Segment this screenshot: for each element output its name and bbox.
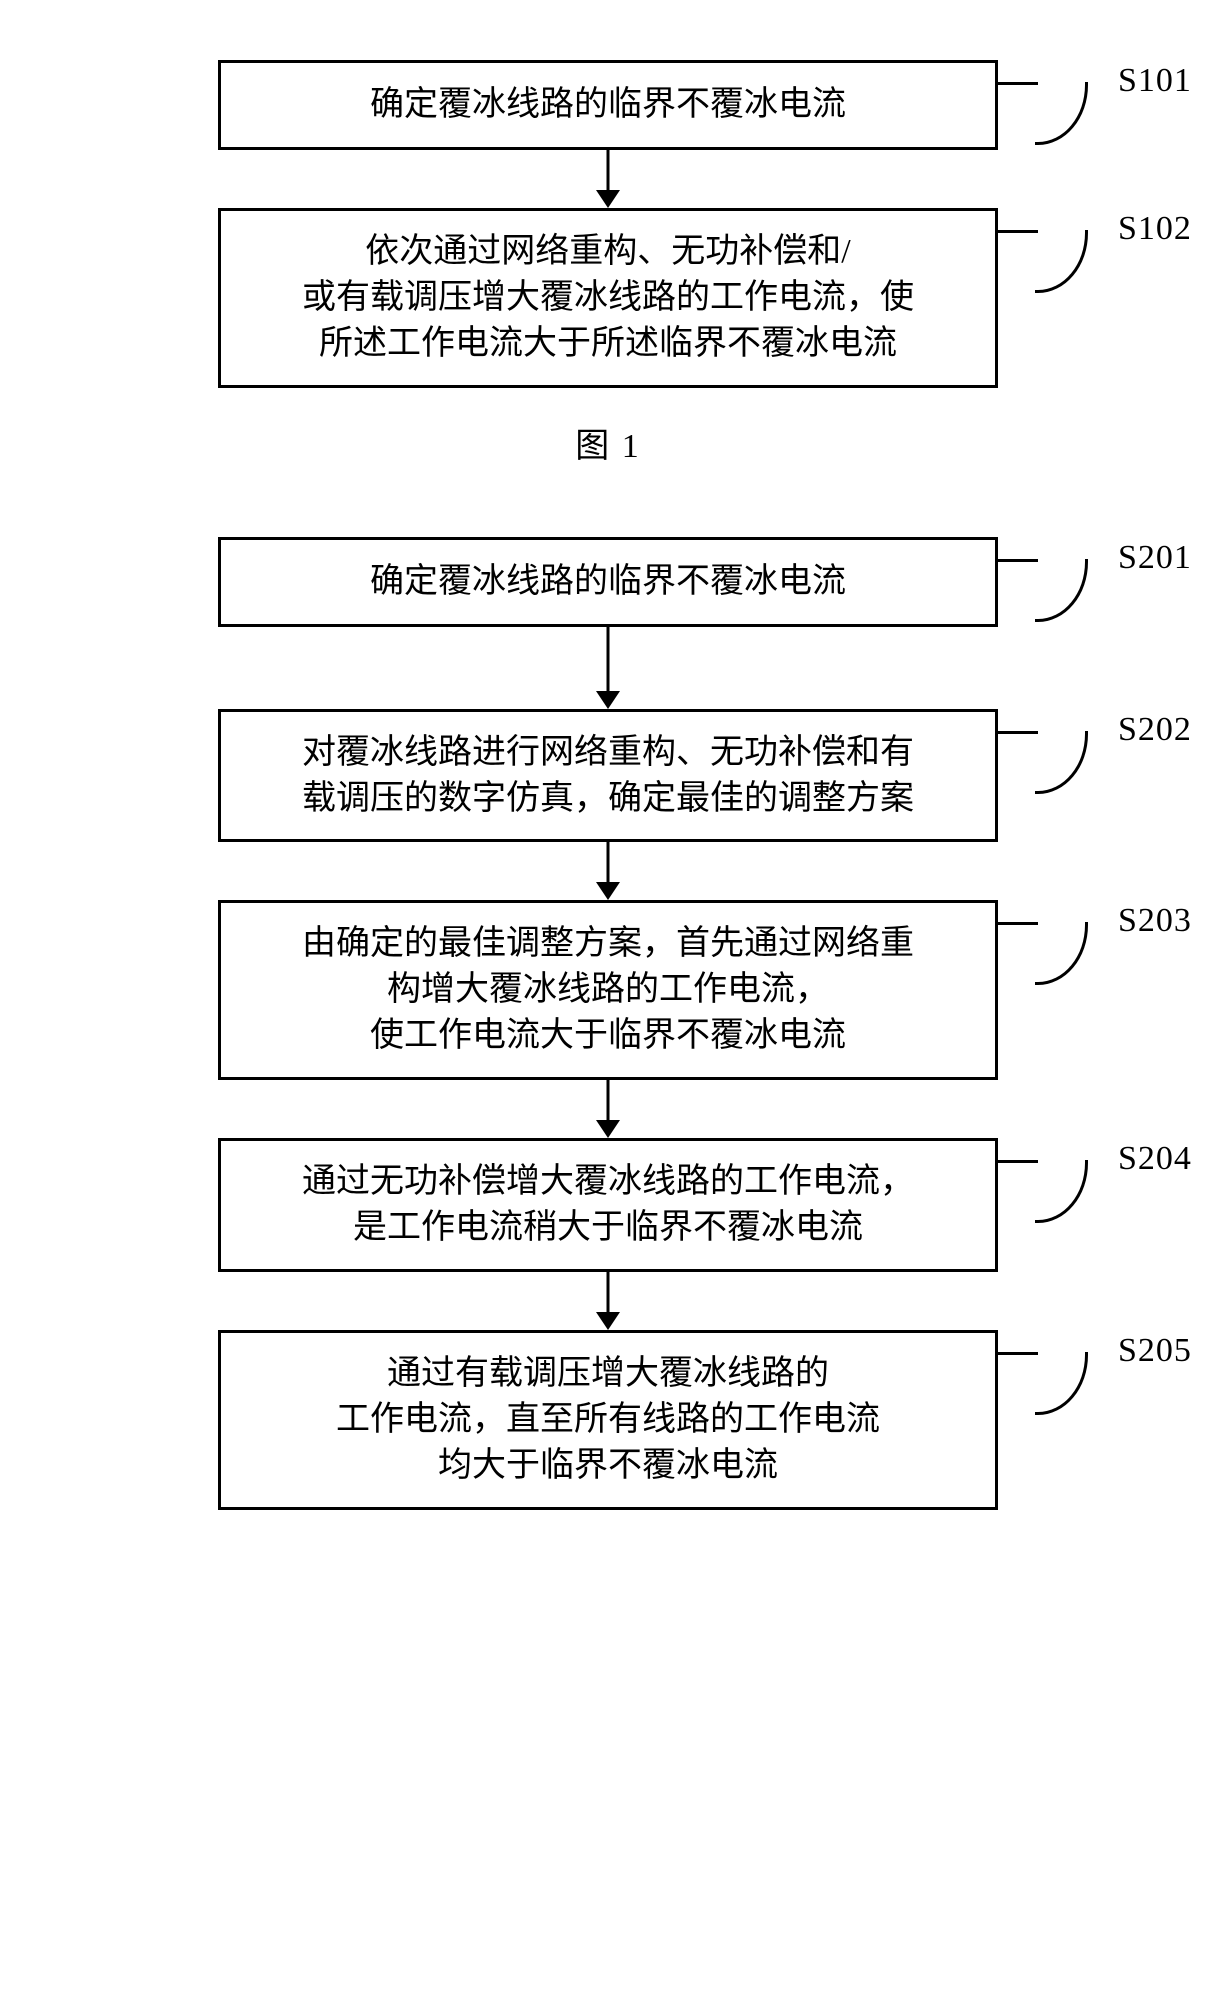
connector-curve-s204 xyxy=(1035,1160,1088,1223)
step-s202-wrapper: 对覆冰线路进行网络重构、无功补偿和有 载调压的数字仿真，确定最佳的调整方案 S2… xyxy=(218,709,998,843)
step-s102-line-2: 所述工作电流大于所述临界不覆冰电流 xyxy=(319,321,897,367)
connector-s102 xyxy=(998,230,1038,233)
connector-curve-s102 xyxy=(1035,230,1088,293)
connector-s204 xyxy=(998,1160,1038,1163)
arrow-s101-to-s102 xyxy=(593,150,623,208)
step-s203-line-0: 由确定的最佳调整方案，首先通过网络重 xyxy=(302,921,914,967)
arrow-s202-to-s203 xyxy=(593,842,623,900)
step-s201-box: 确定覆冰线路的临界不覆冰电流 xyxy=(218,537,998,627)
figure-1-caption: 图 1 xyxy=(0,418,1216,467)
label-s205: S205 xyxy=(1118,1332,1192,1370)
label-s201: S201 xyxy=(1118,539,1192,577)
connector-curve-s101 xyxy=(1035,82,1088,145)
step-s202-line-0: 对覆冰线路进行网络重构、无功补偿和有 xyxy=(302,730,914,776)
step-s202-box: 对覆冰线路进行网络重构、无功补偿和有 载调压的数字仿真，确定最佳的调整方案 xyxy=(218,709,998,843)
step-s203-wrapper: 由确定的最佳调整方案，首先通过网络重 构增大覆冰线路的工作电流， 使工作电流大于… xyxy=(218,900,998,1080)
figure-2-flowchart: 确定覆冰线路的临界不覆冰电流 S201 对覆冰线路进行网络重构、无功补偿和有 载… xyxy=(0,537,1216,1510)
step-s101-box: 确定覆冰线路的临界不覆冰电流 xyxy=(218,60,998,150)
arrow-s203-to-s204 xyxy=(593,1080,623,1138)
label-s202: S202 xyxy=(1118,711,1192,749)
connector-curve-s201 xyxy=(1035,559,1088,622)
step-s201-wrapper: 确定覆冰线路的临界不覆冰电流 S201 xyxy=(218,537,998,627)
step-s102-box: 依次通过网络重构、无功补偿和/ 或有载调压增大覆冰线路的工作电流，使 所述工作电… xyxy=(218,208,998,388)
step-s204-line-1: 是工作电流稍大于临界不覆冰电流 xyxy=(353,1205,863,1251)
connector-s203 xyxy=(998,922,1038,925)
step-s102-wrapper: 依次通过网络重构、无功补偿和/ 或有载调压增大覆冰线路的工作电流，使 所述工作电… xyxy=(218,208,998,388)
step-s101-wrapper: 确定覆冰线路的临界不覆冰电流 S101 xyxy=(218,60,998,150)
connector-curve-s205 xyxy=(1035,1352,1088,1415)
label-s102: S102 xyxy=(1118,210,1192,248)
step-s204-box: 通过无功补偿增大覆冰线路的工作电流， 是工作电流稍大于临界不覆冰电流 xyxy=(218,1138,998,1272)
label-s204: S204 xyxy=(1118,1140,1192,1178)
figure-1-flowchart: 确定覆冰线路的临界不覆冰电流 S101 依次通过网络重构、无功补偿和/ 或有载调… xyxy=(0,60,1216,388)
step-s205-line-0: 通过有载调压增大覆冰线路的 xyxy=(387,1351,829,1397)
step-s101-line-0: 确定覆冰线路的临界不覆冰电流 xyxy=(370,82,846,128)
connector-s202 xyxy=(998,731,1038,734)
step-s205-line-2: 均大于临界不覆冰电流 xyxy=(438,1443,778,1489)
arrow-s204-to-s205 xyxy=(593,1272,623,1330)
step-s205-line-1: 工作电流，直至所有线路的工作电流 xyxy=(336,1397,880,1443)
step-s102-line-1: 或有载调压增大覆冰线路的工作电流，使 xyxy=(302,275,914,321)
connector-s201 xyxy=(998,559,1038,562)
step-s203-box: 由确定的最佳调整方案，首先通过网络重 构增大覆冰线路的工作电流， 使工作电流大于… xyxy=(218,900,998,1080)
connector-curve-s203 xyxy=(1035,922,1088,985)
label-s101: S101 xyxy=(1118,62,1192,100)
label-s203: S203 xyxy=(1118,902,1192,940)
step-s201-line-0: 确定覆冰线路的临界不覆冰电流 xyxy=(370,559,846,605)
connector-curve-s202 xyxy=(1035,731,1088,794)
step-s202-line-1: 载调压的数字仿真，确定最佳的调整方案 xyxy=(302,776,914,822)
step-s102-line-0: 依次通过网络重构、无功补偿和/ xyxy=(365,229,850,275)
step-s205-wrapper: 通过有载调压增大覆冰线路的 工作电流，直至所有线路的工作电流 均大于临界不覆冰电… xyxy=(218,1330,998,1510)
step-s205-box: 通过有载调压增大覆冰线路的 工作电流，直至所有线路的工作电流 均大于临界不覆冰电… xyxy=(218,1330,998,1510)
step-s204-wrapper: 通过无功补偿增大覆冰线路的工作电流， 是工作电流稍大于临界不覆冰电流 S204 xyxy=(218,1138,998,1272)
connector-s101 xyxy=(998,82,1038,85)
step-s203-line-2: 使工作电流大于临界不覆冰电流 xyxy=(370,1013,846,1059)
page: 确定覆冰线路的临界不覆冰电流 S101 依次通过网络重构、无功补偿和/ 或有载调… xyxy=(0,0,1216,1590)
step-s204-line-0: 通过无功补偿增大覆冰线路的工作电流， xyxy=(302,1159,914,1205)
arrow-s201-to-s202 xyxy=(593,627,623,709)
connector-s205 xyxy=(998,1352,1038,1355)
step-s203-line-1: 构增大覆冰线路的工作电流， xyxy=(387,967,829,1013)
